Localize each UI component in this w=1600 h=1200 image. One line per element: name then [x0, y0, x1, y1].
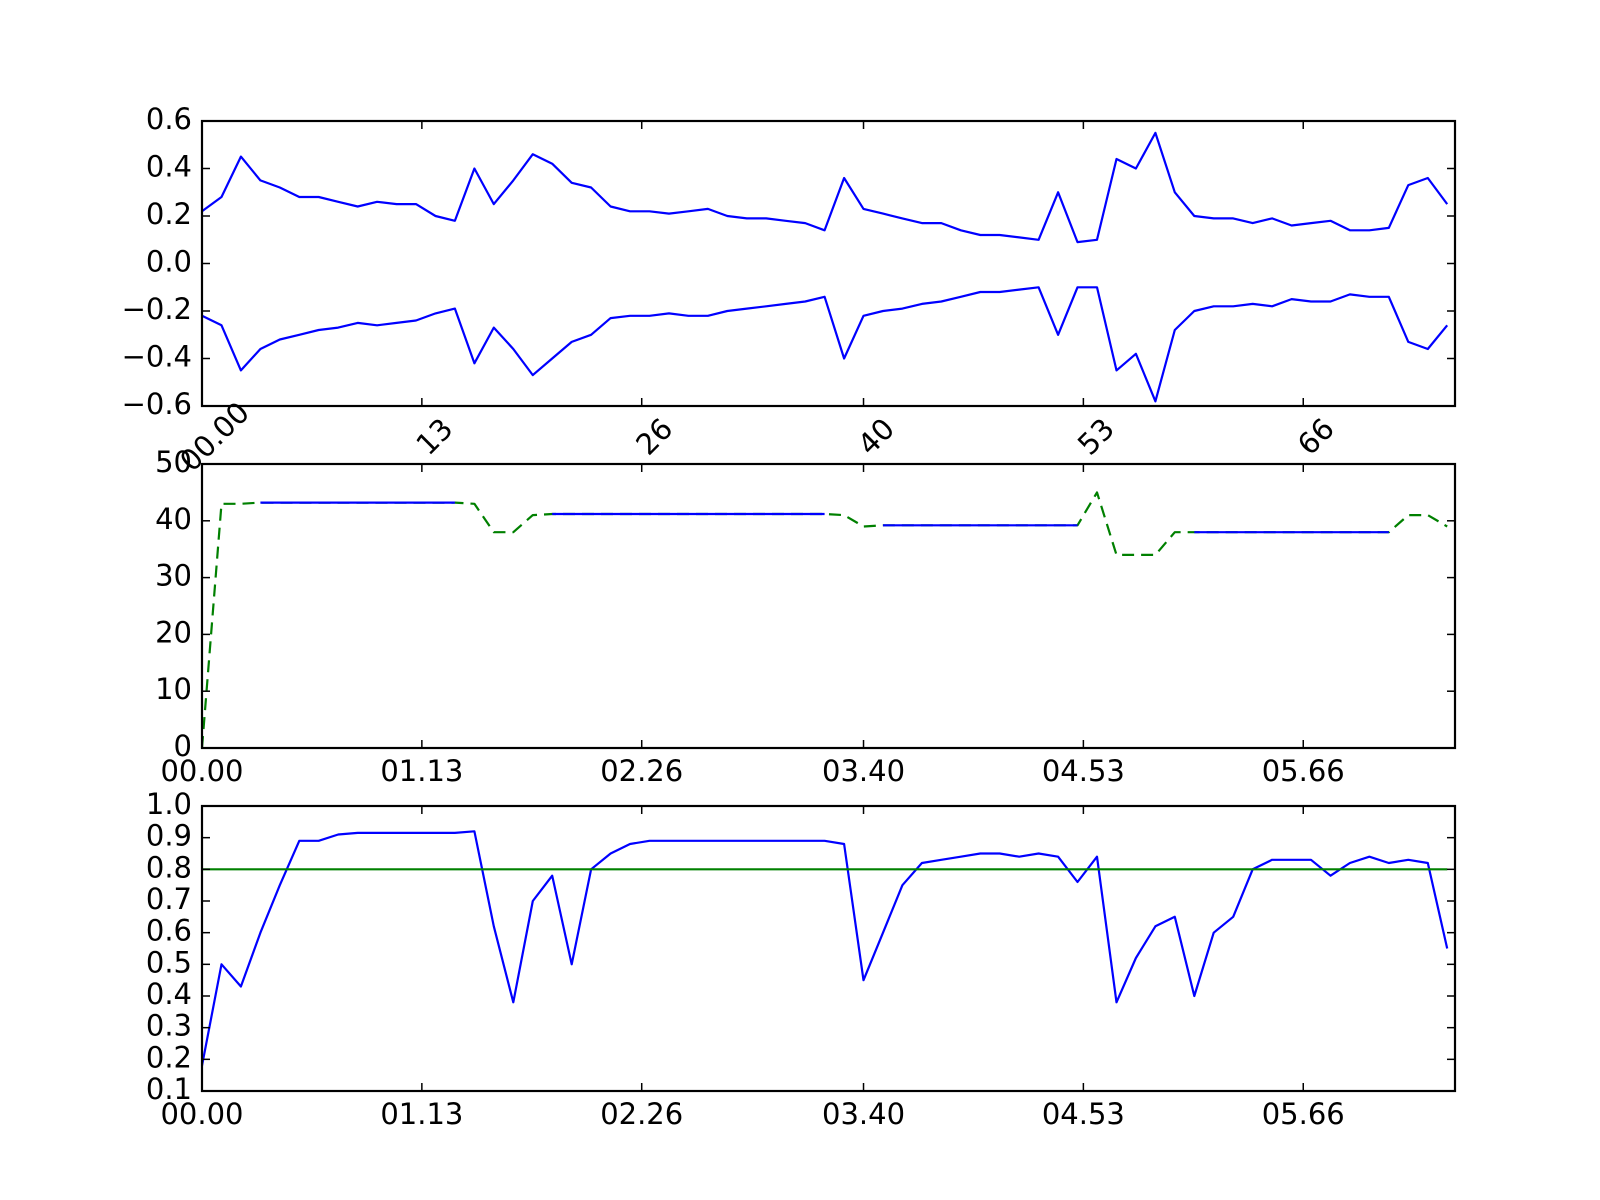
line-series [201, 131, 1449, 244]
y-tick-label: 0.2 [146, 1040, 192, 1074]
x-tick-label: 03.40 [822, 1097, 905, 1131]
y-tick-label: −0.2 [122, 292, 192, 326]
x-tick-label: 02.26 [600, 1097, 683, 1131]
line-series [201, 286, 1449, 403]
y-tick-label: −0.6 [122, 387, 192, 421]
y-tick-label: 0.7 [146, 882, 192, 916]
y-tick-label: 0.4 [146, 977, 192, 1011]
y-tick-label: 30 [155, 559, 192, 593]
y-tick-label: 0.0 [146, 245, 192, 279]
y-tick-label: 20 [155, 615, 192, 649]
x-tick-label: 01.13 [380, 754, 463, 788]
y-tick-label: 0.8 [146, 850, 192, 884]
line-series [200, 830, 1449, 1066]
y-tick-label: 0.1 [146, 1072, 192, 1106]
y-tick-label: 0.3 [146, 1009, 192, 1043]
x-tick-label: 05.66 [1262, 754, 1345, 788]
y-tick-label: 0.6 [146, 102, 192, 136]
x-tick-label: 05.66 [1262, 1097, 1345, 1131]
x-tick-label: 01.13 [380, 1097, 463, 1131]
y-tick-label: 1.0 [146, 787, 192, 821]
y-tick-label: −0.4 [122, 340, 192, 374]
y-tick-label: 0.4 [146, 150, 192, 184]
x-tick-label: 04.53 [1042, 1097, 1125, 1131]
x-tick-label: 04.53 [1042, 754, 1125, 788]
y-tick-label: 0.9 [146, 819, 192, 853]
y-tick-label: 40 [155, 502, 192, 536]
y-tick-label: 0.5 [146, 945, 192, 979]
x-tick-label: 00.00 [160, 1097, 243, 1131]
x-tick-label: 03.40 [822, 754, 905, 788]
axes-frame [200, 804, 1457, 1093]
x-tick-label: 02.26 [600, 754, 683, 788]
y-tick-label: 50 [155, 445, 192, 479]
y-tick-label: 0.2 [146, 197, 192, 231]
x-tick-label: 00.00 [160, 754, 243, 788]
y-tick-label: 0.6 [146, 914, 192, 948]
axes-frame [200, 462, 1457, 750]
y-tick-label: 10 [155, 672, 192, 706]
y-tick-label: 0 [174, 729, 192, 763]
